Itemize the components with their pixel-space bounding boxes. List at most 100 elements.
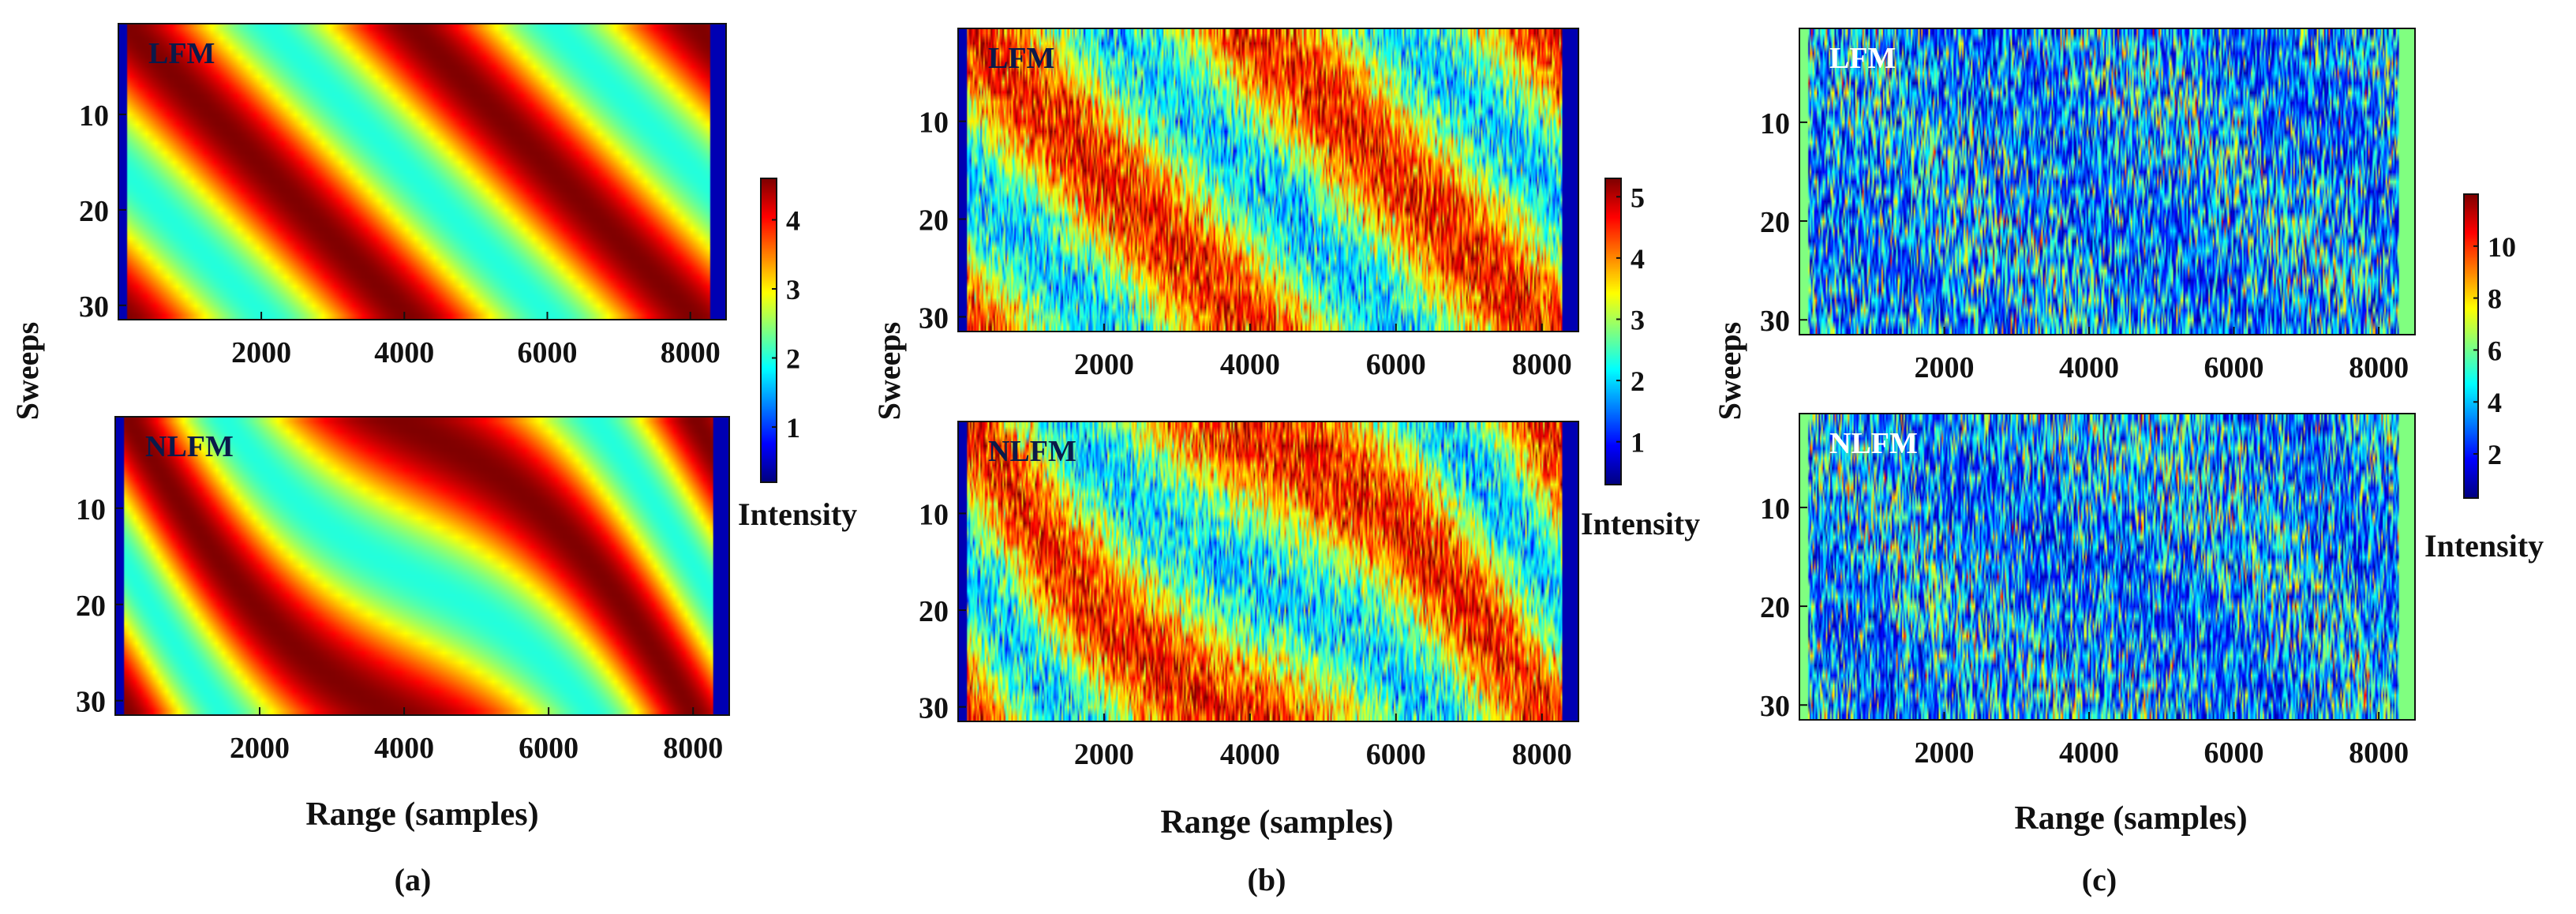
subplot-label: NLFM — [1829, 427, 1918, 460]
heatmap-image — [115, 417, 729, 715]
colorbar-frame — [2463, 193, 2479, 499]
x-tick-label: 2000 — [231, 336, 291, 369]
panel-label: (b) — [1248, 862, 1286, 897]
heatmap-lfm-c: 10 20 30 2000 4000 6000 8000 — [1760, 28, 2416, 384]
colorbar-b: 1 2 3 4 5 — [1604, 178, 1645, 485]
y-axis-label: Sweeps — [871, 322, 907, 420]
y-axis-label: Sweeps — [1712, 322, 1747, 420]
x-tick-label: 8000 — [661, 336, 721, 369]
x-tick-label: 2000 — [230, 732, 290, 765]
colorbar-gradient — [1605, 178, 1621, 485]
x-tick-label: 4000 — [374, 336, 434, 369]
colorbar-tick-label: 2 — [1631, 365, 1645, 397]
subplot-label: NLFM — [988, 435, 1076, 468]
axes-frame — [1799, 28, 2416, 335]
y-tick-label: 30 — [76, 686, 106, 719]
x-tick-label: 6000 — [519, 732, 578, 765]
subplot-label: LFM — [148, 37, 215, 70]
axes-frame — [114, 416, 730, 716]
y-tick-label: 10 — [919, 498, 949, 531]
x-tick-label: 2000 — [1914, 351, 1974, 384]
heatmap-lfm-a: 10 20 30 2000 4000 6000 8000 — [79, 23, 727, 369]
axes-frame — [957, 421, 1579, 722]
x-tick-label: 4000 — [2059, 351, 2119, 384]
heatmap-nlfm-a: 10 20 30 2000 4000 6000 8000 — [76, 416, 730, 765]
colorbar-tick-label: 1 — [1631, 427, 1645, 459]
y-tick-label: 30 — [919, 692, 949, 725]
colorbar-tick-label: 4 — [786, 205, 800, 237]
colorbar-gradient — [2464, 194, 2478, 498]
x-tick-label: 8000 — [1512, 348, 1572, 381]
heatmap-image — [1799, 28, 2415, 335]
x-axis-label: Range (samples) — [2014, 800, 2247, 837]
heatmap-image — [1799, 414, 2415, 720]
colorbar-tick-label: 3 — [786, 274, 800, 305]
heatmap-image — [958, 421, 1578, 721]
subplot-label: LFM — [1829, 42, 1896, 75]
y-tick-label: 30 — [1760, 690, 1790, 723]
x-axis-label: Range (samples) — [1160, 804, 1393, 841]
heatmap-nlfm-b: 10 20 30 2000 4000 6000 8000 — [919, 421, 1579, 771]
y-tick-label: 20 — [1760, 206, 1790, 239]
y-axis-label: Sweeps — [9, 322, 45, 420]
axes-frame — [957, 28, 1579, 332]
colorbar-frame — [760, 178, 777, 483]
panel-b: 10 20 30 2000 4000 6000 8000 10 20 30 2000 4000 6000… — [871, 28, 1700, 897]
subplot-label: LFM — [988, 42, 1054, 75]
y-tick-label: 10 — [76, 493, 106, 526]
colorbar-tick-label: 1 — [786, 412, 800, 444]
x-tick-label: 8000 — [663, 732, 723, 765]
x-tick-label: 4000 — [374, 732, 434, 765]
colorbar-frame — [1604, 178, 1622, 485]
x-tick-label: 6000 — [1366, 348, 1426, 381]
x-axis-label: Range (samples) — [305, 796, 538, 833]
subplot-label: NLFM — [145, 430, 234, 463]
y-tick-label: 20 — [76, 590, 106, 623]
y-tick-label: 20 — [79, 195, 109, 228]
y-tick-label: 30 — [1760, 305, 1790, 338]
x-tick-label: 6000 — [518, 336, 578, 369]
y-tick-label: 10 — [919, 107, 949, 140]
heatmap-image — [118, 24, 726, 320]
x-tick-label: 6000 — [2204, 351, 2264, 384]
heatmap-nlfm-c: 10 20 30 2000 4000 6000 8000 — [1760, 413, 2416, 770]
colorbar-tick-label: 2 — [786, 343, 800, 375]
x-tick-label: 6000 — [2204, 736, 2264, 770]
panel-a: 10 20 30 2000 4000 6000 8000 10 20 30 2000 4000 6000… — [9, 23, 857, 897]
x-tick-label: 4000 — [2059, 736, 2119, 770]
x-tick-label: 2000 — [1074, 738, 1134, 771]
x-tick-label: 8000 — [2349, 736, 2409, 770]
y-tick-label: 10 — [1760, 107, 1790, 140]
panel-label: (a) — [395, 862, 432, 897]
colorbar-tick-label: 2 — [2488, 439, 2502, 470]
x-tick-label: 8000 — [2349, 351, 2409, 384]
colorbar-tick-label: 10 — [2488, 231, 2516, 263]
colorbar-a: 1 2 3 4 — [760, 178, 800, 483]
y-tick-label: 10 — [79, 99, 109, 133]
colorbar-tick-label: 6 — [2488, 335, 2502, 366]
colorbar-tick-label: 4 — [2488, 387, 2502, 418]
colorbar-tick-label: 5 — [1631, 182, 1645, 213]
y-tick-label: 10 — [1760, 493, 1790, 526]
colorbar-tick-label: 3 — [1631, 304, 1645, 335]
y-tick-label: 30 — [919, 302, 949, 335]
x-tick-label: 2000 — [1914, 736, 1974, 770]
axes-frame — [118, 23, 727, 320]
x-tick-label: 4000 — [1220, 348, 1280, 381]
colorbar-tick-label: 8 — [2488, 283, 2502, 315]
colorbar-c: 2 4 6 8 10 — [2463, 193, 2516, 499]
panel-c: 10 20 30 2000 4000 6000 8000 10 20 30 2000 4000 6000… — [1712, 28, 2544, 897]
x-tick-label: 6000 — [1366, 738, 1426, 771]
x-tick-label: 4000 — [1220, 738, 1280, 771]
colorbar-label: Intensity — [738, 496, 857, 532]
x-tick-label: 8000 — [1512, 738, 1572, 771]
y-tick-label: 20 — [919, 204, 949, 238]
heatmap-image — [958, 28, 1578, 332]
y-tick-label: 20 — [1760, 591, 1790, 624]
x-tick-label: 2000 — [1074, 348, 1134, 381]
panel-label: (c) — [2082, 862, 2117, 897]
heatmap-lfm-b: 10 20 30 2000 4000 6000 8000 — [919, 28, 1579, 381]
y-tick-label: 20 — [919, 595, 949, 628]
colorbar-gradient — [761, 178, 777, 482]
